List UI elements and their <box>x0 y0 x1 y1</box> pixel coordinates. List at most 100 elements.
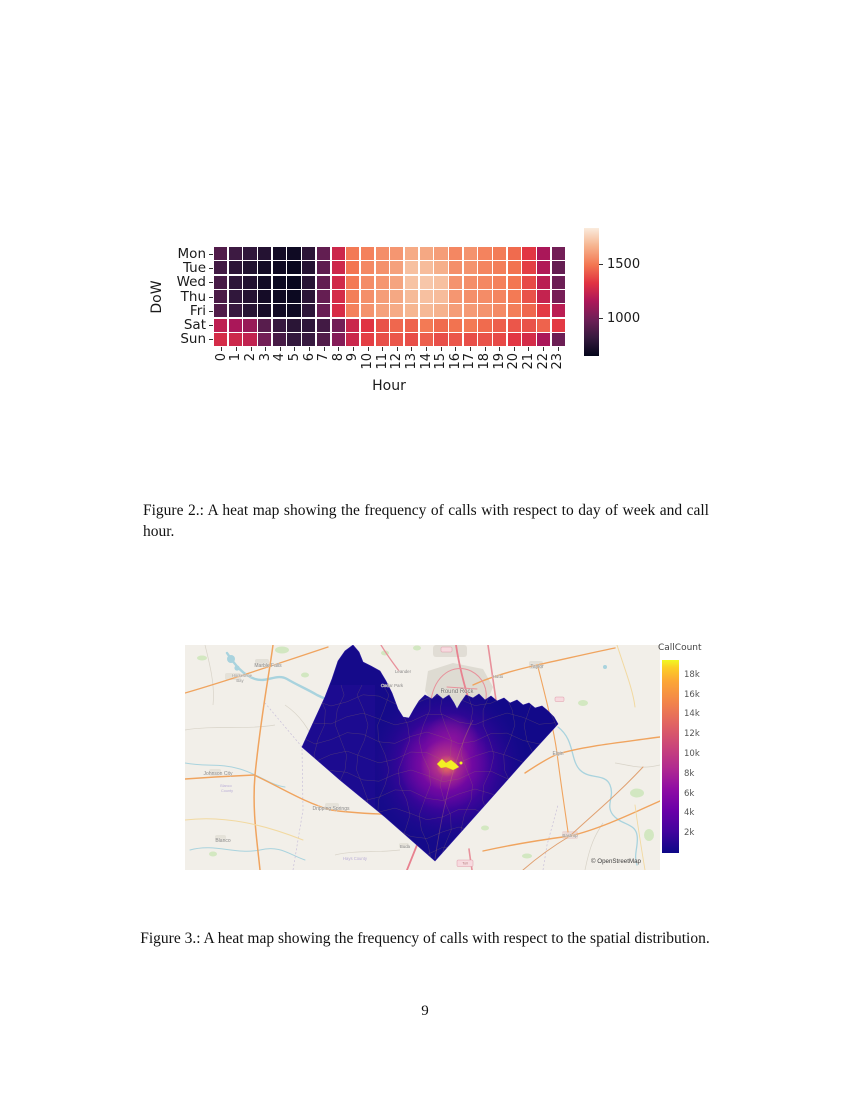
map-place-label: Toll <box>462 862 468 866</box>
heatmap-col-label: 5 <box>286 353 302 362</box>
x-tick-mark <box>528 347 530 351</box>
heatmap-cell <box>302 275 316 289</box>
heatmap-cell <box>551 261 565 275</box>
heatmap-cell <box>449 247 463 260</box>
heatmap-cell <box>434 304 448 318</box>
heatmap-cell <box>214 318 228 332</box>
heatmap-row-label: Mon <box>177 246 206 263</box>
map-place-label: Marble Falls <box>254 663 282 669</box>
y-tick-mark <box>209 296 213 298</box>
x-tick-mark <box>279 347 281 351</box>
heatmap-cell <box>272 290 286 303</box>
heatmap-cell <box>287 318 301 332</box>
heatmap-cell <box>287 304 301 318</box>
heatmap-cell <box>228 275 242 289</box>
heatmap-cell <box>272 247 286 260</box>
heatmap-cell <box>390 261 404 275</box>
heatmap-col-label: 20 <box>506 353 522 370</box>
heatmap-cell <box>287 261 301 275</box>
figure2-caption: Figure 2.: A heat map showing the freque… <box>143 502 709 540</box>
x-tick-mark <box>484 347 486 351</box>
heatmap-cell <box>463 247 477 260</box>
heatmap-col-label: 4 <box>272 353 288 362</box>
heatmap-cell <box>478 275 492 289</box>
heatmap-cell <box>434 247 448 260</box>
heatmap-cell <box>404 304 419 318</box>
zip-boundary-line <box>302 750 556 764</box>
heatmap-cell <box>493 275 507 289</box>
zip-boundary-line <box>418 684 432 861</box>
heatmap-col-label: 6 <box>301 353 317 362</box>
heatmap-cell <box>551 247 565 260</box>
map-place-label: Elgin <box>552 751 563 757</box>
heatmap-cell <box>272 261 286 275</box>
heatmap-cell <box>463 290 477 303</box>
heatmap-cell <box>272 333 286 346</box>
heatmap-cell <box>522 333 536 346</box>
heatmap-cell <box>258 247 272 260</box>
heatmap-cell <box>507 333 521 346</box>
heatmap-cell <box>375 318 389 332</box>
map-place-label: Taylor <box>530 664 544 670</box>
heatmap-colorbar <box>584 228 599 356</box>
heatmap-cell <box>228 247 242 260</box>
zip-boundary-line <box>460 684 474 861</box>
heatmap-cell <box>434 333 448 346</box>
heatmap-cell <box>360 304 375 318</box>
heatmap-cell <box>404 290 419 303</box>
heatmap-cell <box>419 261 433 275</box>
x-tick-mark <box>440 347 442 351</box>
y-tick-mark <box>209 254 213 256</box>
heatmap-col-label: 15 <box>433 353 449 370</box>
heatmap-col-label: 21 <box>520 353 536 370</box>
heatmap-cell <box>243 304 257 318</box>
heatmap-cell <box>375 275 389 289</box>
heatmap-cell <box>346 275 360 289</box>
heatmap-cell <box>404 318 419 332</box>
heatmap-cell <box>228 261 242 275</box>
heatmap-cell <box>478 261 492 275</box>
heatmap-cell <box>463 275 477 289</box>
heatmap-cell <box>287 247 301 260</box>
map-colorbar-title: CallCount <box>658 643 702 653</box>
heatmap-cell <box>272 275 286 289</box>
heatmap-cell <box>390 275 404 289</box>
heatmap-cell <box>316 318 330 332</box>
heatmap-cell <box>419 318 433 332</box>
heatmap-cell <box>390 247 404 260</box>
heatmap-cell <box>419 290 433 303</box>
x-tick-mark <box>426 347 428 351</box>
heatmap-cell <box>449 275 463 289</box>
x-tick-mark <box>382 347 384 351</box>
page-number: 9 <box>421 1003 429 1019</box>
colorbar-tick-mark <box>599 263 603 265</box>
heatmap-cell <box>331 261 345 275</box>
heatmap-cell <box>331 247 345 260</box>
map-place-label: Hays County <box>343 856 368 861</box>
heatmap-col-label: 8 <box>330 353 346 362</box>
y-tick-mark <box>209 324 213 326</box>
heatmap-cell <box>493 333 507 346</box>
heatmap-cell <box>258 318 272 332</box>
heatmap-cell <box>507 290 521 303</box>
map-place-label: Cedar Park <box>381 683 404 688</box>
zip-boundary-line <box>439 684 452 861</box>
heatmap-col-label: 12 <box>389 353 405 370</box>
map-colorbar-tick-label: 2k <box>684 828 695 839</box>
heatmap-cell <box>360 275 375 289</box>
map-colorbar-tick-label: 16k <box>684 689 700 700</box>
heatmap-cell <box>331 304 345 318</box>
heatmap-cell <box>302 304 316 318</box>
heatmap-cell <box>346 304 360 318</box>
x-tick-mark <box>309 347 311 351</box>
heatmap-cell <box>551 333 565 346</box>
x-tick-mark <box>265 347 267 351</box>
heatmap-cell <box>390 333 404 346</box>
map-place-label: Bay <box>236 678 244 683</box>
heatmap-cell <box>375 247 389 260</box>
heatmap-cell <box>258 290 272 303</box>
heatmap-row-label: Wed <box>176 274 206 291</box>
x-tick-mark <box>543 347 545 351</box>
heatmap-cell <box>360 318 375 332</box>
heatmap-col-label: 3 <box>257 353 273 362</box>
